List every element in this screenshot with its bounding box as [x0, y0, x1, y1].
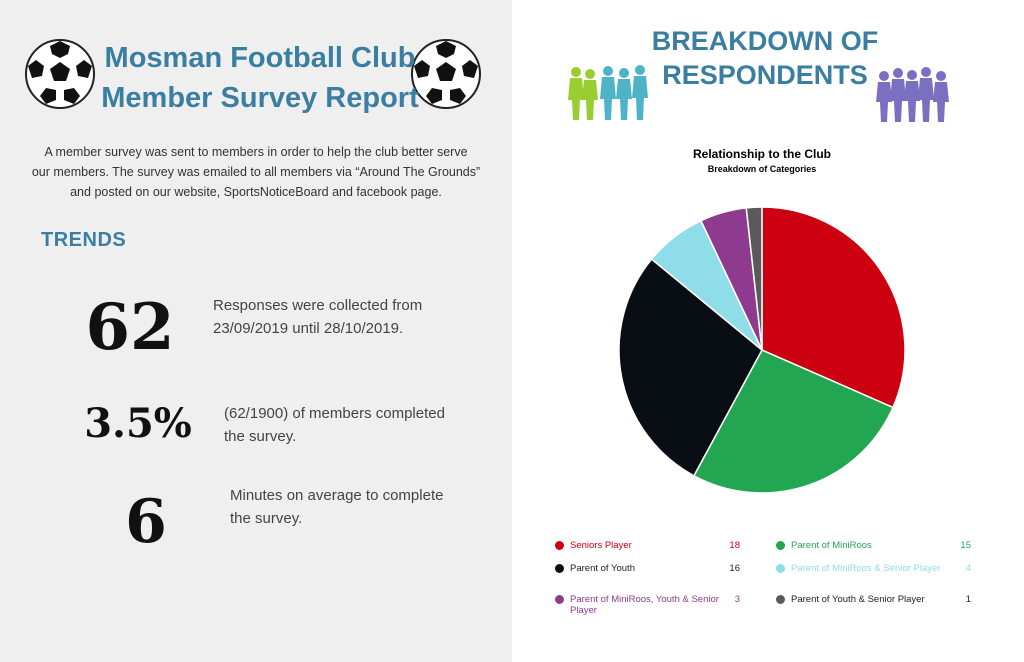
- intro-line-2: our members. The survey was emailed to a…: [31, 165, 481, 179]
- legend-swatch: [776, 564, 785, 573]
- breakdown-title-line-1: BREAKDOWN OF: [651, 26, 879, 56]
- legend-label: Parent of MiniRoos & Senior Player: [791, 563, 941, 574]
- title-line-2: Member Survey Report: [101, 82, 419, 114]
- intro-line-1: A member survey was sent to members in o…: [44, 145, 468, 159]
- pie-slice-parent-of-youth-senior-player: [745, 206, 763, 351]
- chart-title: Relationship to the Club: [693, 147, 831, 161]
- report-title: Mosman Football Club Member Survey Repor…: [80, 38, 440, 118]
- legend-swatch: [555, 595, 564, 604]
- pie-chart: [618, 206, 906, 494]
- legend-value: 15: [960, 540, 971, 551]
- soccer-ball-icon: [25, 39, 95, 109]
- legend-value: 16: [729, 563, 740, 574]
- stat-responses-line-2: 23/09/2019 until 28/10/2019.: [213, 320, 404, 337]
- legend-value: 18: [729, 540, 740, 551]
- intro-text: A member survey was sent to members in o…: [30, 142, 482, 202]
- legend-label: Seniors Player: [570, 540, 632, 551]
- legend-label: Parent of Youth & Senior Player: [791, 594, 925, 605]
- legend-swatch: [776, 595, 785, 604]
- title-line-1: Mosman Football Club: [104, 42, 416, 74]
- legend-swatch: [555, 541, 564, 550]
- stat-responses-text: Responses were collected from 23/09/2019…: [213, 294, 422, 340]
- stat-responses-line-1: Responses were collected from: [213, 297, 423, 314]
- stat-completion-text: (62/1900) of members completed the surve…: [224, 402, 445, 448]
- soccer-ball-icon: [411, 39, 481, 109]
- pie-slice-seniors-player: [761, 206, 906, 409]
- breakdown-title-line-2: RESPONDENTS: [662, 60, 868, 90]
- left-panel: [0, 0, 512, 662]
- stat-responses-value: 62: [85, 290, 175, 365]
- breakdown-title: BREAKDOWN OF RESPONDENTS: [600, 24, 930, 92]
- stat-completion-value: 3.5%: [84, 400, 192, 447]
- legend-swatch: [555, 564, 564, 573]
- intro-line-3: and posted on our website, SportsNoticeB…: [70, 185, 442, 199]
- legend-value: 3: [734, 594, 740, 605]
- stat-completion-line-2: the survey.: [224, 428, 297, 445]
- people-silhouette-icon: [568, 65, 648, 120]
- pie-slice-parent-of-youth: [618, 258, 763, 477]
- pie-slice-parent-of-miniroos: [692, 349, 894, 494]
- legend-label: Parent of Youth: [570, 563, 635, 574]
- legend-swatch: [776, 541, 785, 550]
- stat-minutes-line-1: Minutes on average to complete: [230, 487, 444, 504]
- stat-minutes-text: Minutes on average to complete the surve…: [230, 484, 443, 530]
- trends-heading: TRENDS: [41, 229, 127, 251]
- legend-value: 1: [965, 594, 971, 605]
- legend-label: Parent of MiniRoos, Youth & Senior Playe…: [570, 594, 719, 616]
- legend-value: 4: [965, 563, 971, 574]
- stat-minutes-line-2: the survey.: [230, 510, 303, 527]
- stat-minutes-value: 6: [125, 487, 167, 557]
- stat-completion-line-1: (62/1900) of members completed: [224, 405, 445, 422]
- people-silhouette-icon: [876, 67, 949, 122]
- legend-label: Parent of MiniRoos: [791, 540, 872, 551]
- chart-subtitle: Breakdown of Categories: [707, 164, 817, 174]
